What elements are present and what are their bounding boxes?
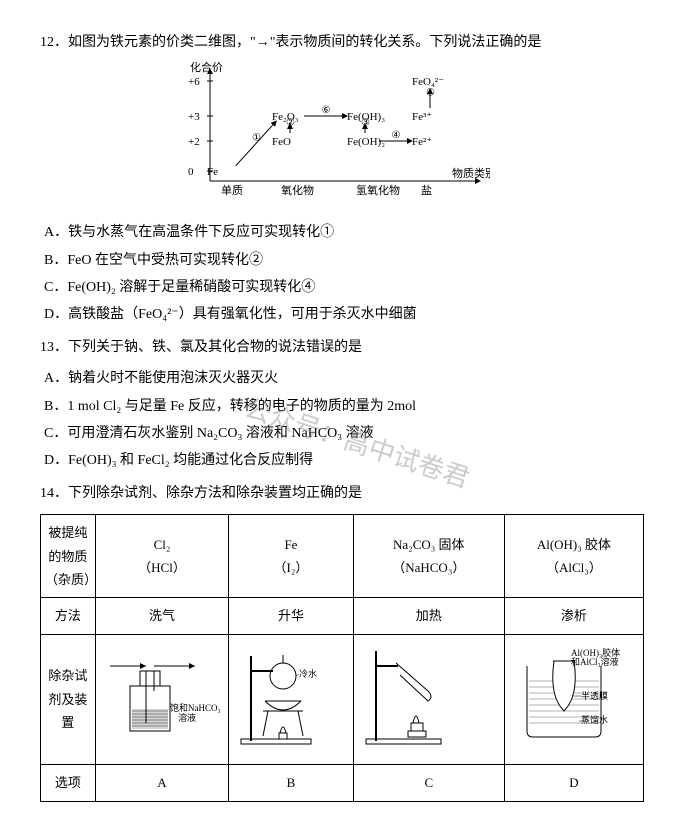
col-a-substance: Cl₂（HCl） — [95, 515, 228, 598]
svg-text:Fe³⁺: Fe³⁺ — [412, 111, 432, 123]
svg-text:Fe(OH)₂: Fe(OH)₂ — [347, 136, 385, 148]
svg-text:FeO: FeO — [272, 136, 291, 148]
table-row: 除杂试剂及装置 饱和NaHCO₃溶液 冷水 Al(OH)₃胶体和AlCl₃溶液半… — [41, 634, 644, 764]
q12-opt-a: A．铁与水蒸气在高温条件下反应可实现转化① — [44, 220, 644, 245]
col-c-method: 加热 — [353, 598, 504, 634]
svg-text:②: ② — [286, 118, 295, 129]
q13-stem: 13．下列关于钠、铁、氯及其化合物的说法错误的是 — [40, 335, 644, 360]
svg-text:⑤: ⑤ — [426, 88, 435, 99]
header-apparatus: 除杂试剂及装置 — [41, 634, 96, 764]
svg-text:+3: +3 — [188, 111, 200, 123]
svg-text:Fe: Fe — [207, 166, 218, 178]
col-d-apparatus: Al(OH)₃胶体和AlCl₃溶液半透膜蒸馏水 — [504, 634, 643, 764]
q13-opt-b: B．1 mol Cl₂ 与足量 Fe 反应，转移的电子的物质的量为 2mol — [44, 394, 644, 419]
table-row: 方法 洗气 升华 加热 渗析 — [41, 598, 644, 634]
header-option: 选项 — [41, 765, 96, 801]
valence-diagram-svg: 化合价物质类别+6+3+20单质氧化物氢氧化物盐FeFeOFe₂O₃Fe(OH)… — [180, 61, 490, 201]
svg-text:+6: +6 — [188, 76, 200, 88]
header-substance: 被提纯的物质 （杂质） — [41, 515, 96, 598]
col-c-apparatus — [353, 634, 504, 764]
col-a-method: 洗气 — [95, 598, 228, 634]
col-d-substance: Al(OH)₃ 胶体（AlCl₃） — [504, 515, 643, 598]
svg-text:Fe²⁺: Fe²⁺ — [412, 136, 432, 148]
q12-stem: 12．如图为铁元素的价类二维图，"→"表示物质间的转化关系。下列说法正确的是 — [40, 30, 644, 55]
q14-stem: 14．下列除杂试剂、除杂方法和除杂装置均正确的是 — [40, 481, 644, 506]
col-c-opt: C — [353, 765, 504, 801]
svg-text:饱和NaHCO₃: 饱和NaHCO₃ — [170, 702, 221, 713]
q12-diagram: 化合价物质类别+6+3+20单质氧化物氢氧化物盐FeFeOFe₂O₃Fe(OH)… — [180, 61, 644, 210]
svg-text:0: 0 — [188, 166, 194, 178]
svg-text:溶液: 溶液 — [178, 712, 196, 723]
col-d-opt: D — [504, 765, 643, 801]
svg-text:半透膜: 半透膜 — [581, 690, 608, 701]
q13-opt-a: A．钠着火时不能使用泡沫灭火器灭火 — [44, 366, 644, 391]
svg-text:氧化物: 氧化物 — [281, 183, 314, 197]
col-a-opt: A — [95, 765, 228, 801]
svg-text:③: ③ — [361, 118, 370, 129]
svg-text:氢氧化物: 氢氧化物 — [356, 183, 400, 197]
col-c-substance: Na₂CO₃ 固体（NaHCO₃） — [353, 515, 504, 598]
col-d-method: 渗析 — [504, 598, 643, 634]
q12-opt-c: C．Fe(OH)₂ 溶解于足量稀硝酸可实现转化④ — [44, 275, 644, 300]
svg-text:蒸馏水: 蒸馏水 — [581, 714, 608, 725]
svg-text:盐: 盐 — [421, 184, 432, 197]
svg-text:+2: +2 — [188, 136, 200, 148]
svg-text:冷水: 冷水 — [299, 668, 317, 679]
q13-opt-c: C．可用澄清石灰水鉴别 Na₂CO₃ 溶液和 NaHCO₃ 溶液 — [44, 421, 644, 446]
col-b-opt: B — [229, 765, 354, 801]
svg-text:①: ① — [252, 133, 261, 144]
svg-text:化合价: 化合价 — [190, 61, 223, 74]
table-row: 被提纯的物质 （杂质） Cl₂（HCl） Fe（I₂） Na₂CO₃ 固体（Na… — [41, 515, 644, 598]
col-b-substance: Fe（I₂） — [229, 515, 354, 598]
svg-text:和AlCl₃溶液: 和AlCl₃溶液 — [571, 656, 619, 667]
col-b-method: 升华 — [229, 598, 354, 634]
col-a-apparatus: 饱和NaHCO₃溶液 — [95, 634, 228, 764]
q12-opt-d: D．高铁酸盐（FeO₄²⁻）具有强氧化性，可用于杀灭水中细菌 — [44, 302, 644, 327]
svg-text:单质: 单质 — [221, 184, 243, 197]
q12-opt-b: B．FeO 在空气中受热可实现转化② — [44, 248, 644, 273]
svg-text:FeO₄²⁻: FeO₄²⁻ — [412, 76, 444, 88]
svg-text:④: ④ — [392, 130, 401, 141]
header-method: 方法 — [41, 598, 96, 634]
svg-text:⑥: ⑥ — [322, 105, 331, 116]
svg-text:物质类别: 物质类别 — [452, 166, 490, 180]
col-b-apparatus: 冷水 — [229, 634, 354, 764]
q13-opt-d: D．Fe(OH)₃ 和 FeCl₂ 均能通过化合反应制得 — [44, 448, 644, 473]
table-row: 选项 A B C D — [41, 765, 644, 801]
q14-table: 被提纯的物质 （杂质） Cl₂（HCl） Fe（I₂） Na₂CO₃ 固体（Na… — [40, 514, 644, 801]
